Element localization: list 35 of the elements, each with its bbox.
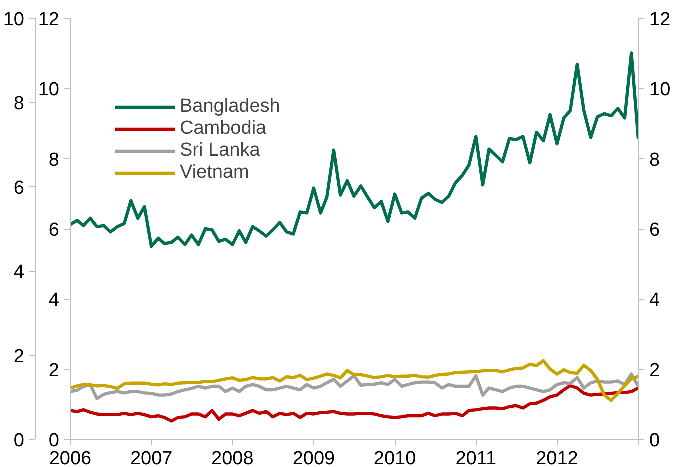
y-tick-label: 8 [48,150,60,171]
x-tick-label: 2008 [212,448,254,467]
line-series [70,384,638,423]
y2-tick-label: 12 [650,10,671,30]
line-series [70,372,638,400]
line-series [70,52,638,248]
y-tick-label: 2 [48,360,60,382]
y2-tick-label: 2 [650,360,660,382]
x-tick-label: 2006 [49,448,92,467]
y2-tick-label: 10 [650,80,671,101]
x-tick-label: 2010 [374,448,416,467]
y-tick-label: 6 [48,220,60,241]
y3-tick-label: 6 [14,178,25,199]
y2-tick-label: 4 [650,290,660,312]
y3-tick-label: 2 [14,346,25,368]
y3-tick-label: 8 [14,94,25,115]
x-tick-label: 2009 [292,448,336,467]
legend-label: Cambodia [180,118,267,140]
legend-label: Vietnam [180,162,250,184]
x-tick-label: 2012 [536,448,578,467]
y2-tick-label: 8 [650,150,660,171]
line-series [70,359,638,402]
legend-label: Sri Lanka [180,140,260,162]
y-tick-label: 0 [48,430,60,452]
y-tick-label: 10 [38,80,60,101]
legend-label: Bangladesh [180,96,280,118]
y-tick-label: 4 [48,290,60,312]
y3-tick-label: 4 [14,262,25,284]
y-tick-label: 12 [38,10,60,30]
y2-tick-label: 0 [650,430,660,452]
y2-tick-label: 6 [650,220,660,241]
x-tick-label: 2007 [130,448,173,467]
x-tick-label: 2011 [456,448,497,467]
y3-tick-label: 10 [3,10,25,30]
y3-tick-label: 0 [14,430,25,452]
